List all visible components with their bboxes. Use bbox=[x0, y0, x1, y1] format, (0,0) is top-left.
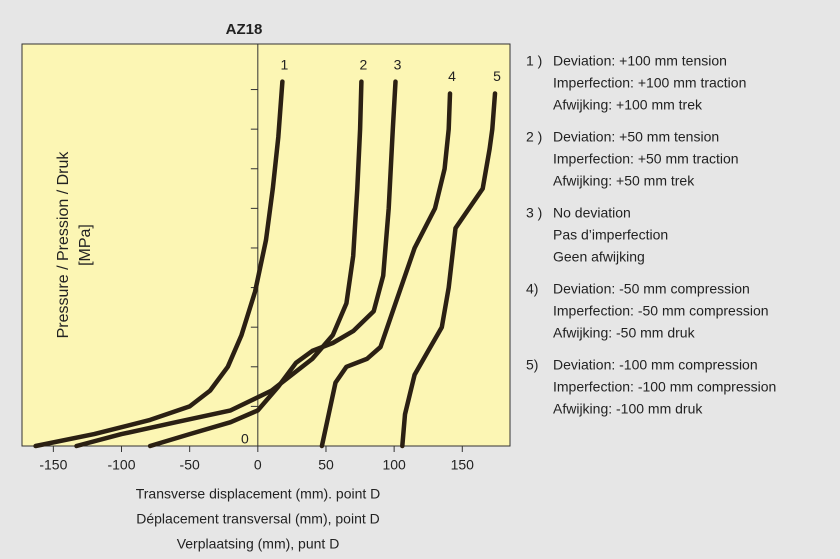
legend-key: 2 ) bbox=[526, 129, 542, 145]
x-axis-label: Transverse displacement (mm). point D bbox=[136, 486, 381, 502]
legend-text: Deviation: -50 mm compression bbox=[553, 281, 750, 297]
legend-key: 4) bbox=[526, 281, 538, 297]
legend-text: Deviation: -100 mm compression bbox=[553, 357, 758, 373]
legend-key: 3 ) bbox=[526, 205, 542, 221]
x-tick-label: 100 bbox=[382, 457, 406, 473]
legend-text: Afwijking: +50 mm trek bbox=[553, 173, 695, 189]
legend-text: Imperfection: -100 mm compression bbox=[553, 379, 776, 395]
y-tick-label: 0 bbox=[241, 431, 249, 447]
x-axis-label: Verplaatsing (mm), punt D bbox=[177, 536, 340, 552]
x-tick-label: -50 bbox=[180, 457, 200, 473]
curve bbox=[33, 79, 285, 449]
y-axis-label: [MPa] bbox=[77, 224, 94, 266]
legend-text: Afwijking: -50 mm druk bbox=[553, 325, 696, 341]
curve-label: 2 bbox=[360, 56, 368, 72]
y-axis-label: Pressure / Pression / Druk bbox=[55, 151, 72, 339]
legend-text: Afwijking: +100 mm trek bbox=[553, 97, 703, 113]
curve bbox=[319, 91, 453, 449]
legend-text: Pas d’imperfection bbox=[553, 227, 668, 243]
legend-text: No deviation bbox=[553, 205, 631, 221]
curve bbox=[147, 79, 398, 449]
legend-text: Afwijking: -100 mm druk bbox=[553, 401, 703, 417]
curve-label: 1 bbox=[280, 56, 288, 72]
legend-text: Geen afwijking bbox=[553, 249, 645, 265]
x-tick-label: 0 bbox=[254, 457, 262, 473]
legend-text: Imperfection: -50 mm compression bbox=[553, 303, 769, 319]
curve-label: 4 bbox=[448, 68, 456, 84]
legend-text: Imperfection: +50 mm traction bbox=[553, 151, 739, 167]
legend-text: Deviation: +100 mm tension bbox=[553, 53, 727, 69]
curve-label: 3 bbox=[394, 56, 402, 72]
x-tick-label: -150 bbox=[39, 457, 67, 473]
legend-key: 5) bbox=[526, 357, 538, 373]
x-tick-label: -100 bbox=[107, 457, 135, 473]
legend-text: Deviation: +50 mm tension bbox=[553, 129, 719, 145]
x-axis-label: Déplacement transversal (mm), point D bbox=[136, 511, 380, 527]
chart-title: AZ18 bbox=[226, 21, 263, 38]
legend-key: 1 ) bbox=[526, 53, 542, 69]
curve bbox=[400, 91, 498, 449]
legend-text: Imperfection: +100 mm traction bbox=[553, 75, 746, 91]
x-tick-label: 50 bbox=[318, 457, 334, 473]
x-tick-label: 150 bbox=[451, 457, 475, 473]
curve-label: 5 bbox=[493, 68, 501, 84]
